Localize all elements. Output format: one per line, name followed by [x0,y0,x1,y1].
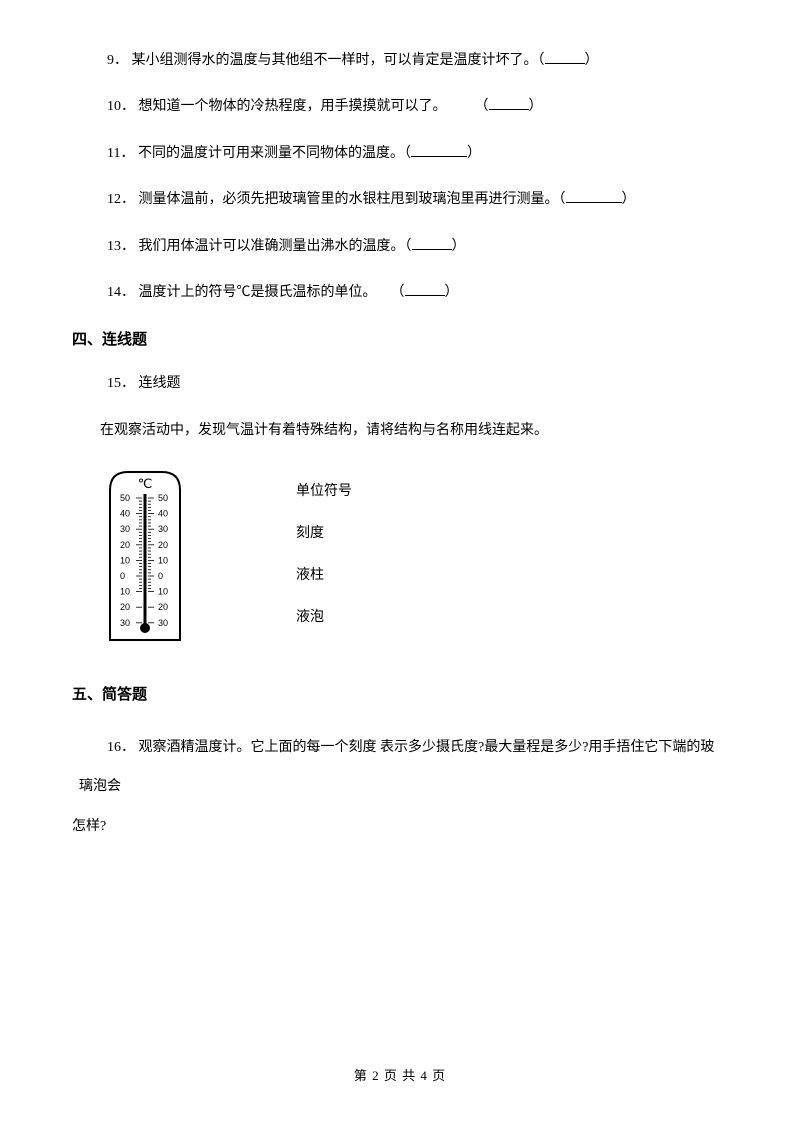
question-10: 10． 想知道一个物体的冷热程度，用手摸摸就可以了。（） [72,96,728,118]
q-num: 15 [107,376,121,391]
label-scale: 刻度 [296,522,352,542]
question-11: 11． 不同的温度计可用来测量不同物体的温度。（） [72,143,728,165]
q-num: 16 [107,740,121,755]
question-15: 15． 连线题 [72,373,728,395]
q-num: 9 [107,53,114,68]
question-14: 14． 温度计上的符号℃是摄氏温标的单位。（） [72,282,728,304]
q-text-line2: 怎样? [72,807,728,846]
blank [412,236,452,250]
q-text: 测量体温前，必须先把玻璃管里的水银柱甩到玻璃泡里再进行测量。 [139,192,559,207]
svg-text:20: 20 [158,540,168,550]
svg-text:20: 20 [120,602,130,612]
q-text: 不同的温度计可用来测量不同物体的温度。 [138,146,404,161]
svg-text:40: 40 [158,509,168,519]
q-sep: ． [121,740,135,755]
svg-text:30: 30 [120,618,130,628]
q-sep: ． [121,239,135,254]
question-15-desc: 在观察活动中，发现气温计有着特殊结构，请将结构与名称用线连起来。 [72,420,728,442]
section-4-title: 四、连线题 [72,328,728,349]
svg-text:30: 30 [158,524,168,534]
thermometer-image: ℃ 50 50 40 40 30 30 20 20 10 10 0 0 10 10 20 20 30 30 [104,466,186,651]
label-bulb: 液泡 [296,606,352,626]
label-liquid-column: 液柱 [296,564,352,584]
svg-text:50: 50 [120,493,130,503]
matching-container: ℃ 50 50 40 40 30 30 20 20 10 10 0 0 10 10 20 20 30 30 单位符… [72,466,728,651]
blank [566,189,622,203]
page-footer: 第 2 页 共 4 页 [0,1065,800,1084]
svg-text:20: 20 [158,602,168,612]
question-16: 16． 观察酒精温度计。它上面的每一个刻度 表示多少摄氏度?最大量程是多少?用手… [72,728,728,846]
q-num: 12 [107,192,121,207]
q-text: 我们用体温计可以准确测量出沸水的温度。 [139,239,405,254]
thermometer-icon: ℃ 50 50 40 40 30 30 20 20 10 10 0 0 10 10 20 20 30 30 [104,466,186,646]
svg-text:30: 30 [120,524,130,534]
q-text: 温度计上的符号℃是摄氏温标的单位。 [139,285,377,300]
svg-text:40: 40 [120,509,130,519]
section-5-title: 五、简答题 [72,683,728,704]
blank [545,50,585,64]
svg-text:10: 10 [120,556,130,566]
q-text: 某小组测得水的温度与其他组不一样时，可以肯定是温度计坏了。 [132,53,538,68]
svg-text:10: 10 [158,587,168,597]
svg-text:℃: ℃ [138,476,153,491]
q-sep: ． [121,376,135,391]
q-sep: ． [121,192,135,207]
blank [489,96,529,110]
question-13: 13． 我们用体温计可以准确测量出沸水的温度。（） [72,236,728,258]
q-num: 14 [107,285,121,300]
svg-text:10: 10 [120,587,130,597]
q-num: 10 [107,99,121,114]
question-12: 12． 测量体温前，必须先把玻璃管里的水银柱甩到玻璃泡里再进行测量。（） [72,189,728,211]
labels-box: 单位符号 刻度 液柱 液泡 [296,466,352,648]
svg-text:50: 50 [158,493,168,503]
q-text: 想知道一个物体的冷热程度，用手摸摸就可以了。 [139,99,447,114]
svg-text:30: 30 [158,618,168,628]
q-sep: ． [120,146,134,161]
blank [411,143,467,157]
q-sep: ． [121,285,135,300]
q-text: 连线题 [139,376,181,391]
svg-text:0: 0 [120,571,125,581]
svg-text:10: 10 [158,556,168,566]
blank [405,282,445,296]
q-num: 11 [107,146,120,161]
svg-text:0: 0 [158,571,163,581]
q-num: 13 [107,239,121,254]
q-sep: ． [121,99,135,114]
label-unit-symbol: 单位符号 [296,480,352,500]
question-9: 9． 某小组测得水的温度与其他组不一样时，可以肯定是温度计坏了。（） [72,50,728,72]
svg-text:20: 20 [120,540,130,550]
q-text-line1: 观察酒精温度计。它上面的每一个刻度 表示多少摄氏度?最大量程是多少?用手捂住它下… [79,740,714,794]
q-sep: ． [114,53,128,68]
